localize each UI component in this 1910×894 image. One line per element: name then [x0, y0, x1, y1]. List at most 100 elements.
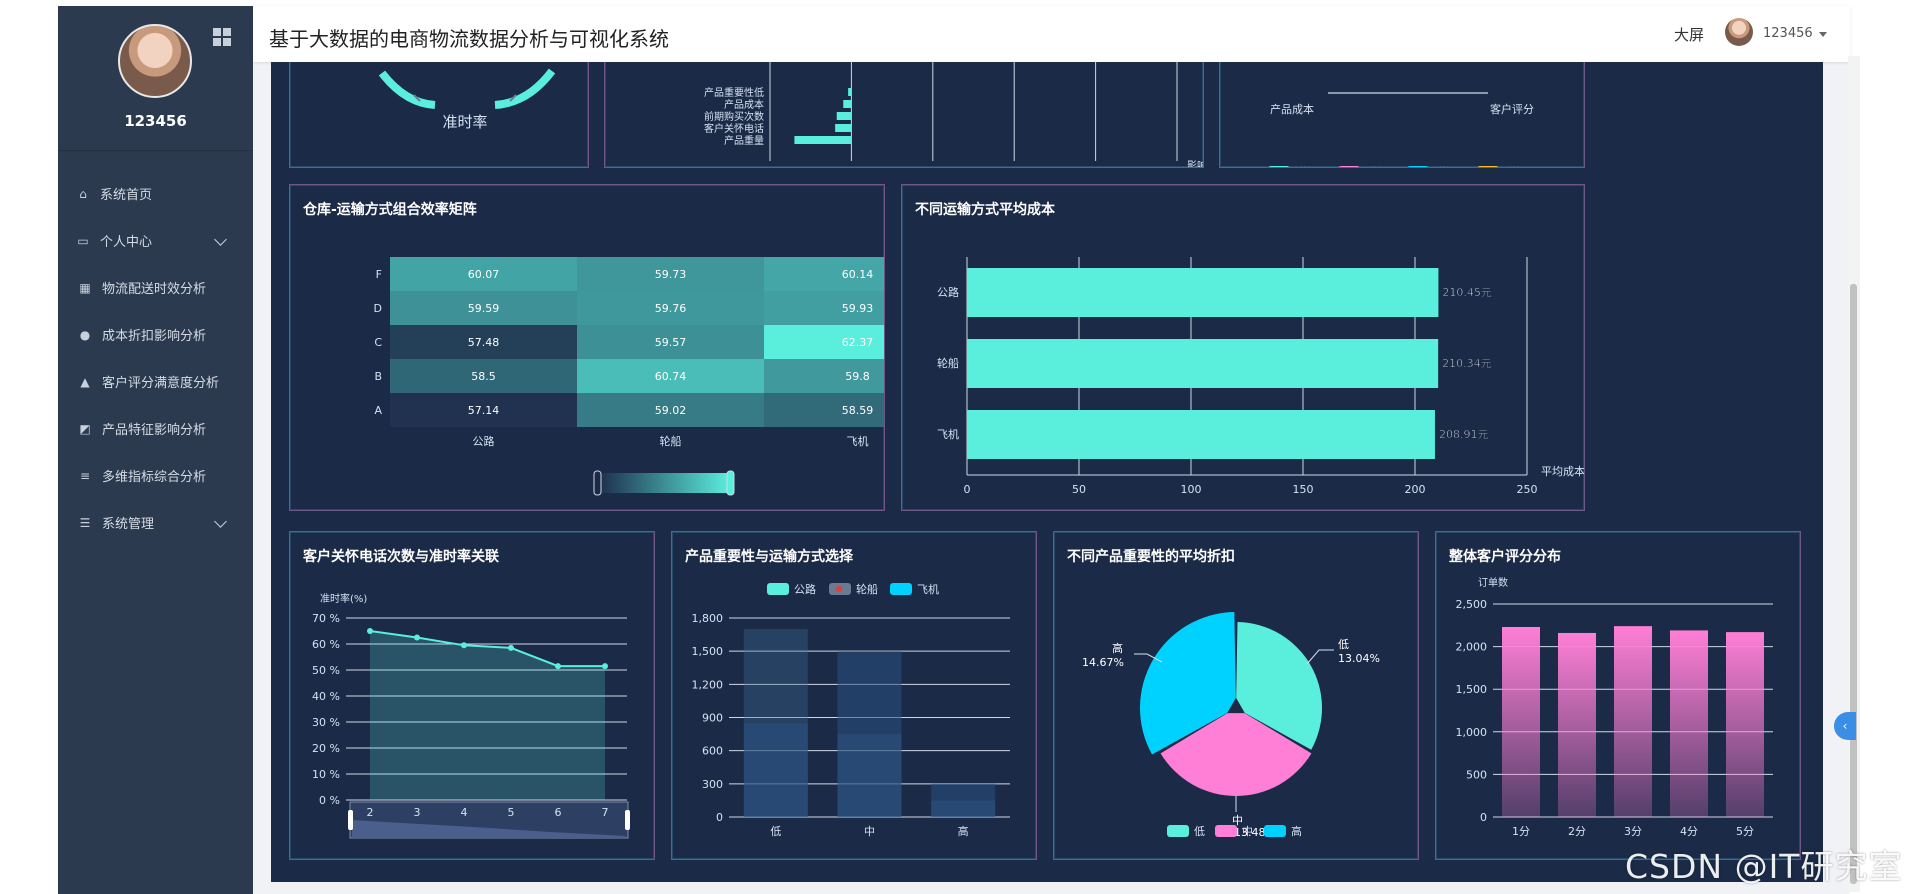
rose-slice	[1236, 622, 1322, 750]
feature-label: 产品重要性低	[704, 86, 764, 99]
y-tick-label: 20 %	[312, 742, 340, 755]
x-tick-label: 150	[1293, 483, 1314, 496]
y-tick-label: 70 %	[312, 612, 340, 625]
x-tick-label: 100	[1181, 483, 1202, 496]
feature-bar	[843, 100, 852, 108]
heatmap-row-label: D	[374, 302, 382, 315]
heatmap-cell-value: 60.07	[468, 268, 500, 281]
heatmap-panel: 仓库-运输方式组合效率矩阵 F 60.07 59.73 60.14 D 59.59 59.7…	[289, 184, 885, 511]
home-icon: ⌂	[79, 186, 87, 201]
apps-grid-icon[interactable]	[213, 28, 231, 46]
cluster-radar-chart: 产品成本 客户评分群组 0 群组 1 群组 2 群组 3	[1268, 92, 1537, 179]
heatmap-cell-value: 60.74	[655, 370, 687, 383]
gauge-label: 准时率	[442, 113, 487, 131]
sidebar-item-personal-center[interactable]: ▭ 个人中心	[58, 217, 253, 264]
sidebar-item-label: 物流配送时效分析	[102, 282, 207, 297]
rating-panel: 整体客户评分分布 订单数 0 500 1,000 1,500 2,000 2,500 1分 2分…	[1435, 531, 1801, 860]
heatmap-cell-value: 59.02	[655, 404, 687, 417]
legend-label: 高	[1291, 824, 1302, 838]
dashboard: 准时率 -0.500.511.52产品重要性低产品成本前期购买次数客户关怀电话产…	[271, 62, 1823, 882]
heatmap-cell	[764, 359, 884, 393]
scroll-thumb[interactable]	[1850, 284, 1857, 884]
heatmap-cell	[764, 325, 884, 359]
page-scrollbar[interactable]	[1848, 56, 1860, 892]
app-window: 123456 ⌂ 系统首页 ▭ 个人中心 ▦ 物流配送时效分析 ● 成本折扣影响…	[58, 6, 1850, 894]
importance-bar-chart: 公路 轮船 飞机 0 300 600 900 1,200 1,500 1,800 低 中 高	[692, 582, 1010, 838]
line-area	[370, 631, 605, 800]
label-line	[1134, 653, 1163, 663]
sidebar-item-product-analysis[interactable]: ◩ 产品特征影响分析	[58, 405, 253, 452]
y-tick-label: 500	[1466, 768, 1487, 781]
panel-title: 产品重要性与运输方式选择	[685, 549, 853, 565]
slice-label: 低	[1338, 638, 1349, 651]
sidebar-item-label: 多维指标综合分析	[102, 470, 207, 485]
legend-label: 公路	[794, 583, 816, 596]
sidebar-item-system-manage[interactable]: ☰ 系统管理	[58, 499, 253, 546]
sidebar-item-label: 系统管理	[102, 517, 155, 532]
page-title: 基于大数据的电商物流数据分析与可视化系统	[269, 27, 669, 51]
feature-bar	[794, 136, 852, 144]
sidebar-item-delivery-analysis[interactable]: ▦ 物流配送时效分析	[58, 264, 253, 311]
x-tick-label: 6	[555, 806, 562, 819]
sidebar-item-multi-metric[interactable]: ≡ 多维指标综合分析	[58, 452, 253, 499]
importance-bar	[931, 783, 996, 817]
card-icon: ▭	[77, 233, 89, 248]
x-tick-label: 3	[414, 806, 421, 819]
x-tick-label: 5分	[1736, 825, 1754, 838]
rose-slice	[1140, 612, 1236, 755]
avatar[interactable]	[1725, 18, 1753, 46]
sidebar-item-label: 系统首页	[100, 188, 153, 203]
big-screen-link[interactable]: 大屏	[1674, 26, 1705, 44]
rating-bar	[1502, 627, 1540, 817]
heatmap-col-label: 公路	[473, 435, 495, 448]
heatmap-cell-value: 60.14	[842, 268, 874, 281]
panel-title: 仓库-运输方式组合效率矩阵	[303, 202, 477, 218]
y-axis-name: 准时率(%)	[320, 592, 367, 605]
legend-swatch	[1167, 825, 1189, 837]
bar-value-label: 208.91元	[1439, 428, 1489, 441]
y-tick-label: 30 %	[312, 716, 340, 729]
sidebar-item-rating-analysis[interactable]: ▲ 客户评分满意度分析	[58, 358, 253, 405]
legend-label: 群组 0	[1295, 165, 1328, 167]
y-tick-label: 2,000	[1456, 641, 1488, 654]
heatmap-row-label: A	[374, 404, 382, 417]
sidebar-item-cost-analysis[interactable]: ● 成本折扣影响分析	[58, 311, 253, 358]
sidebar-item-label: 客户评分满意度分析	[102, 376, 220, 391]
collapse-toggle-icon[interactable]: ‹	[1834, 712, 1856, 740]
x-tick-label: 4	[461, 806, 468, 819]
bar-value-label: 210.45元	[1442, 286, 1492, 299]
legend-label: 轮船	[856, 582, 878, 596]
y-tick-label: 60 %	[312, 638, 340, 651]
x-tick-label: 4分	[1680, 825, 1698, 838]
sidebar-item-home[interactable]: ⌂ 系统首页	[58, 170, 253, 217]
legend-label: 群组 1	[1365, 165, 1398, 167]
y-tick-label: 1,200	[692, 678, 724, 691]
feature-label: 产品重量	[724, 134, 764, 147]
chevron-down-icon	[214, 233, 227, 246]
cost-bar	[967, 339, 1439, 388]
legend-label: 群组 3	[1504, 165, 1537, 167]
y-tick-label: 1,500	[1456, 683, 1488, 696]
gauge-chart: 准时率	[378, 68, 556, 131]
legend-swatch	[1215, 825, 1237, 837]
legend-label: 中	[1242, 825, 1253, 838]
avatar[interactable]	[118, 24, 192, 98]
x-tick-label: 中	[864, 825, 875, 838]
feature-impact-chart: -0.5 0 0.5 1 1.5 2 产品重要性低产品成本前期购买次数客户关怀电话产品重量影…	[704, 62, 1207, 179]
caret-down-icon[interactable]	[1819, 32, 1827, 37]
panel-title: 不同产品重要性的平均折扣	[1067, 549, 1235, 565]
grid-icon: ▦	[79, 280, 91, 295]
x-tick-label: 50	[1072, 483, 1086, 496]
heatmap-cell	[390, 359, 577, 393]
y-axis-name: 订单数	[1478, 576, 1508, 589]
legend-label: 飞机	[917, 582, 939, 596]
x-tick-label: 1	[1011, 166, 1018, 167]
heatmap-row-label: B	[374, 370, 382, 383]
x-tick-label: 1.5	[1087, 166, 1105, 167]
sliders-icon: ☰	[79, 515, 91, 530]
header-username[interactable]: 123456	[1763, 26, 1813, 41]
feature-bar	[848, 88, 852, 96]
y-tick-label: 10 %	[312, 768, 340, 781]
rating-bar	[1726, 632, 1764, 817]
